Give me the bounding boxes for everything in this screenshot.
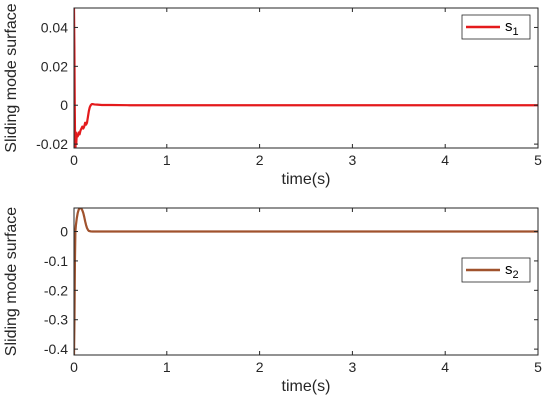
y-tick-label: -0.4 <box>44 341 68 357</box>
x-tick-label: 3 <box>349 152 357 168</box>
series-line-1 <box>74 208 538 355</box>
legend: s2 <box>461 257 531 283</box>
legend-name: s <box>505 261 513 278</box>
legend-label: s1 <box>505 18 519 38</box>
y-tick-label: 0 <box>60 224 68 240</box>
plot-frame <box>73 207 539 356</box>
legend-name: s <box>505 18 513 35</box>
x-tick-label: 1 <box>163 152 171 168</box>
legend-subscript: 2 <box>513 269 519 281</box>
legend: s1 <box>461 14 531 40</box>
x-axis-label: time(s) <box>282 378 331 395</box>
x-tick-label: 4 <box>441 152 449 168</box>
y-tick-label: 0 <box>60 97 68 113</box>
legend-subscript: 1 <box>513 26 519 38</box>
y-tick-label: 0.02 <box>41 58 68 74</box>
plot-frame <box>73 7 539 149</box>
x-tick-label: 3 <box>349 359 357 375</box>
x-tick-label: 2 <box>256 359 264 375</box>
x-axis-label: time(s) <box>282 171 331 188</box>
y-tick-label: -0.3 <box>44 312 68 328</box>
x-tick-label: 2 <box>256 152 264 168</box>
y-tick-label: 0.04 <box>41 19 68 35</box>
x-tick-label: 1 <box>163 359 171 375</box>
y-tick-label: -0.02 <box>36 136 68 152</box>
ticks: 0 1 2 3 4 5 -0.4 -0.3 -0.2 -0.1 0 <box>44 208 542 375</box>
sliding-surface-s2-chart: 0 1 2 3 4 5 -0.4 -0.3 -0.2 -0.1 0 time(s) Sliding … <box>3 207 542 395</box>
x-tick-label: 4 <box>441 359 449 375</box>
x-tick-label: 5 <box>534 359 542 375</box>
plot-area <box>74 8 538 148</box>
x-tick-label: 0 <box>70 152 78 168</box>
x-tick-label: 5 <box>534 152 542 168</box>
series-layer <box>74 8 538 148</box>
x-tick-label: 0 <box>70 359 78 375</box>
y-tick-label: -0.1 <box>44 253 68 269</box>
y-tick-label: -0.2 <box>44 282 68 298</box>
y-axis-label: Sliding mode surface <box>3 207 20 357</box>
legend-label: s2 <box>505 261 519 281</box>
series-line-1 <box>74 8 538 148</box>
y-axis-label: Sliding mode surface <box>3 3 20 153</box>
series-layer <box>74 208 538 355</box>
